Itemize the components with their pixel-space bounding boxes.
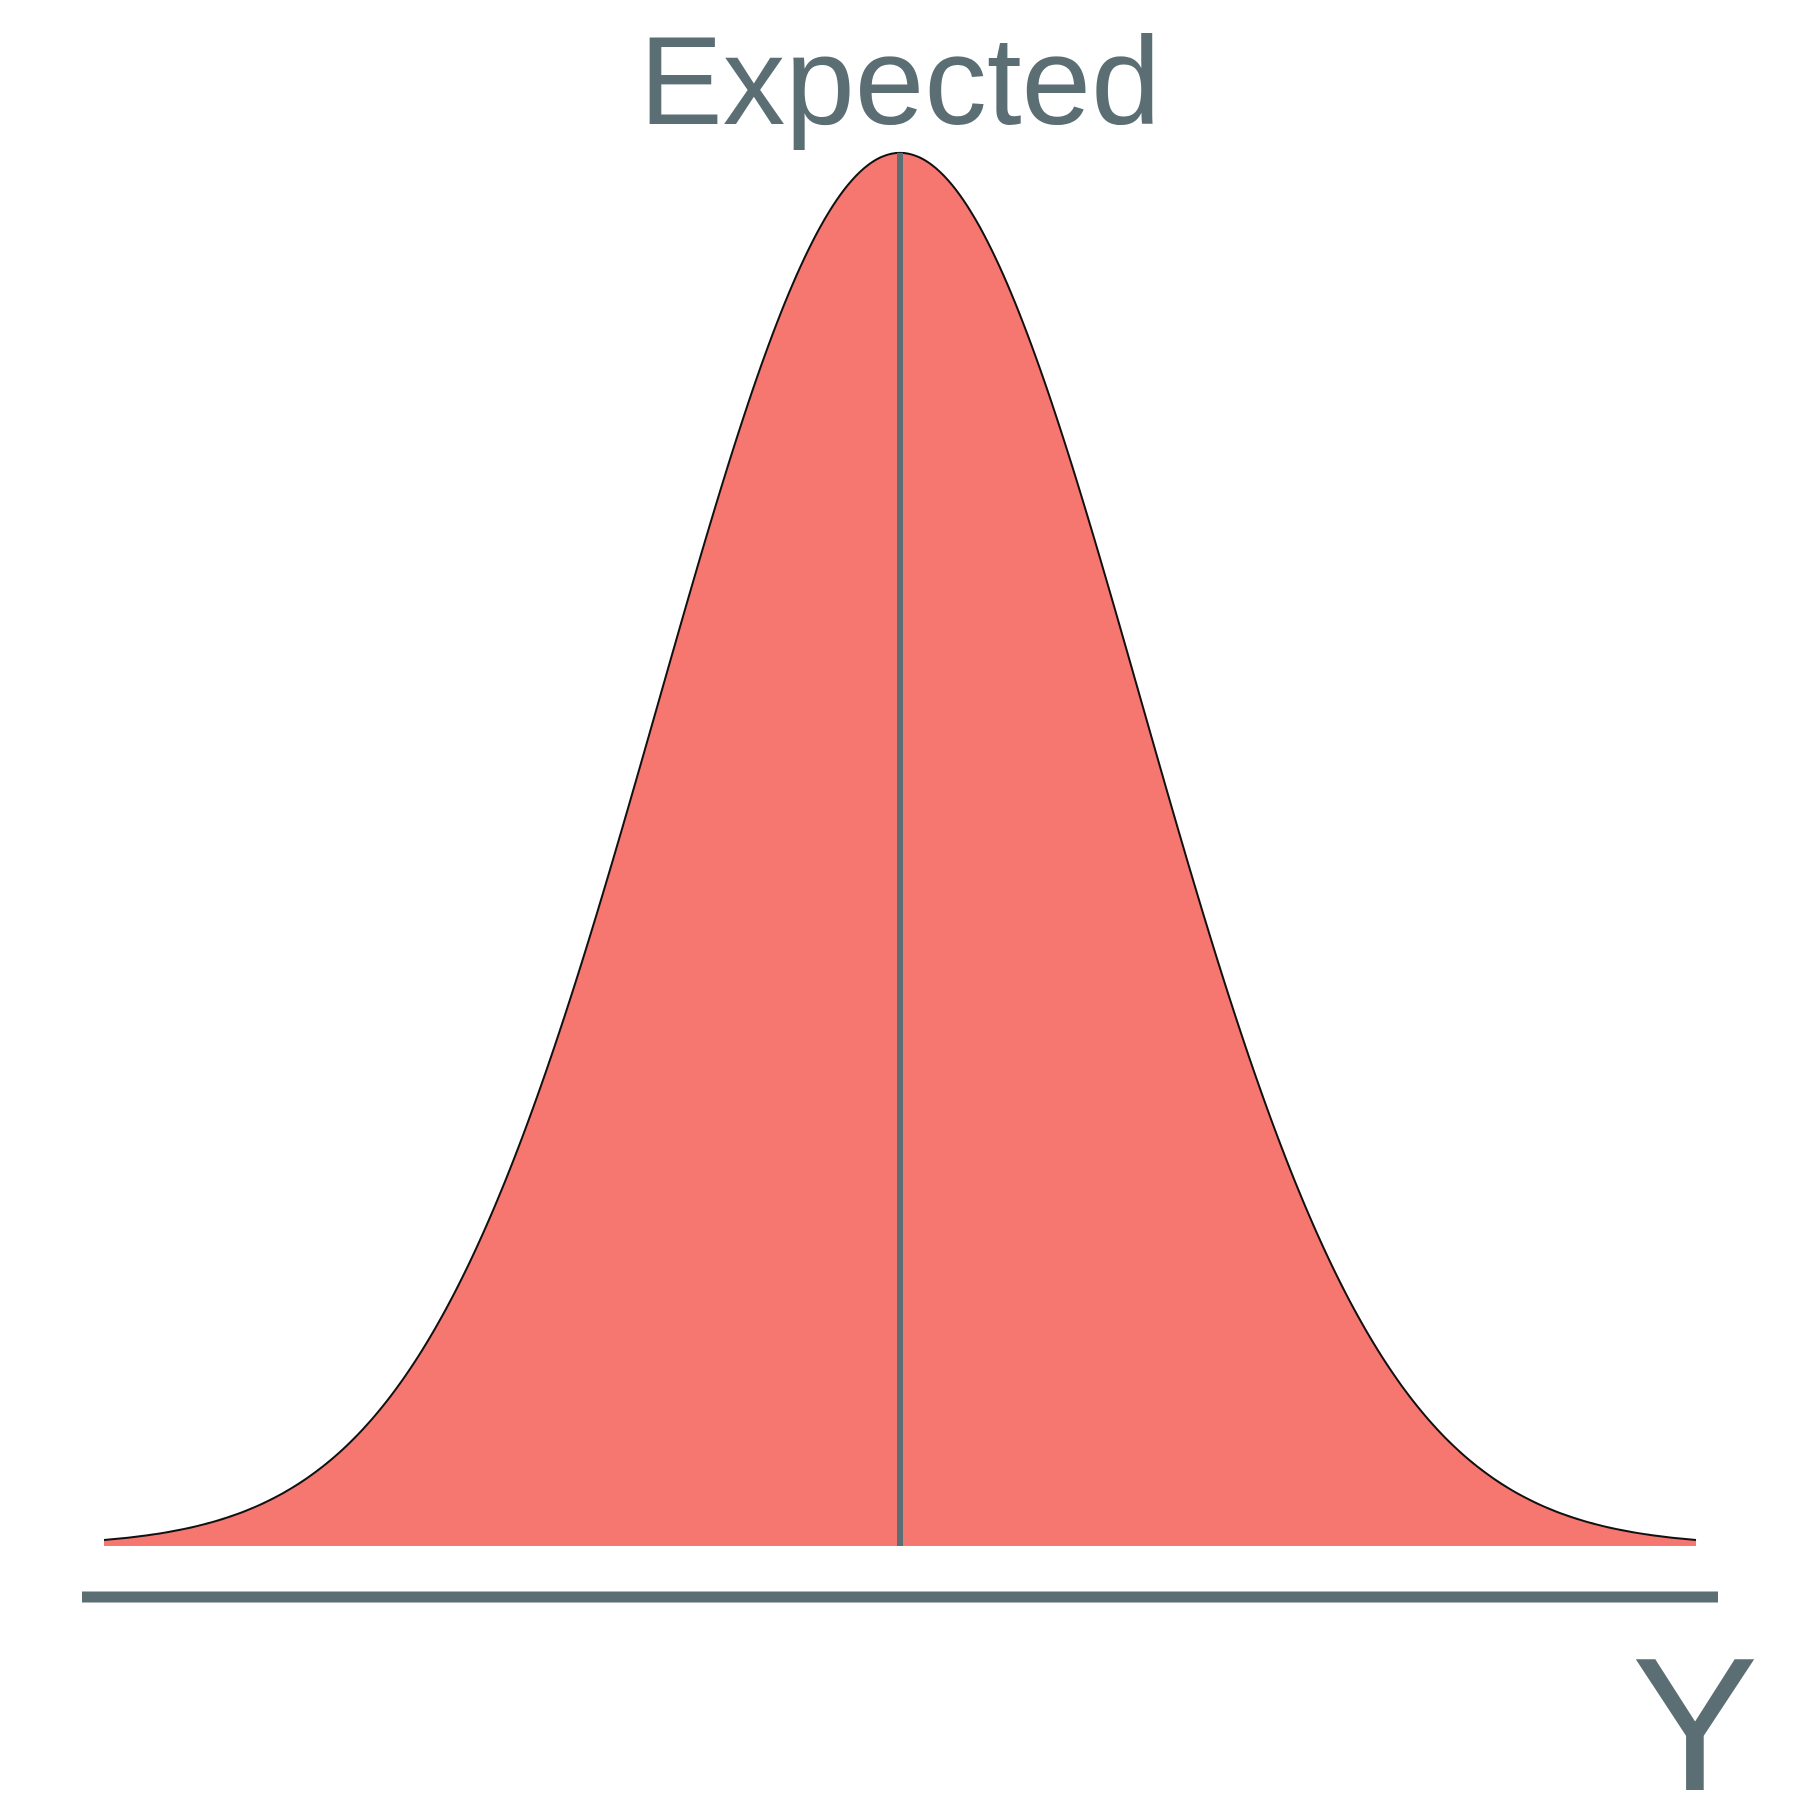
density-curve-line [103, 151, 1697, 1541]
x-axis-label: Y [1632, 1619, 1759, 1800]
expected-label: Expected [639, 12, 1160, 151]
